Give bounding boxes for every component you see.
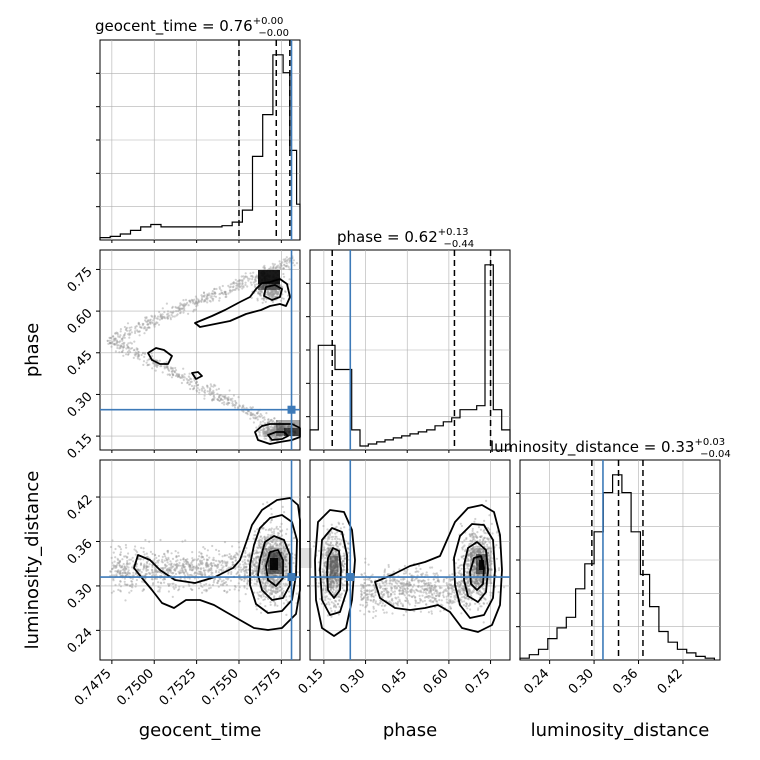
contours-distance-vs-geocent-time [133,497,301,631]
histogram-luminosity_distance [519,474,715,660]
contour-mid-left [147,347,173,365]
y-tick-label-phase: 0.15 [65,431,96,462]
contour-left-mid [319,527,348,616]
contour-inner-lower [267,431,289,441]
x-tick-label-phase: 0.15 [296,666,327,697]
contours-distance-vs-phase [314,504,503,637]
x-tick-label-phase: 0.75 [462,666,493,697]
contour-mid-small [191,371,203,380]
contour-left-inner [326,547,342,599]
samples-layer [106,255,506,624]
histogram-phase [309,264,511,450]
y-tick-label-phase: 0.75 [65,264,96,295]
title-luminosity-distance: luminosity_distance = 0.33+0.03 −0.04 [490,437,731,460]
y-tick-label-luminosity_distance: 0.24 [65,625,96,656]
x-tick-label-phase: 0.60 [421,666,452,697]
x-tick-label-luminosity_distance: 0.36 [610,666,641,697]
contour-mid [249,514,298,614]
x-axis-label-luminosity-distance: luminosity_distance [531,720,710,741]
title-phase: phase = 0.62+0.13 −0.44 [337,227,474,250]
y-tick-label-luminosity_distance: 0.30 [65,581,96,612]
histograms-layer [99,54,715,660]
contour-left-outer [314,509,356,637]
ticks-layer: 0.7475 0.7500 0.7525 0.7550 0.7575 0.15 0.30 0.… [65,72,686,709]
x-tick-label-luminosity_distance: 0.24 [521,666,552,697]
truth-marker [346,573,355,582]
contour-outer [133,497,301,631]
y-tick-label-phase: 0.45 [65,348,96,379]
x-tick-label-phase: 0.30 [337,666,368,697]
title-geocent-time: geocent_time = 0.76+0.00 −0.00 [95,16,289,39]
contour-right-core [469,555,485,591]
contour-right-inner [463,541,489,603]
y-tick-label-luminosity_distance: 0.36 [65,537,96,568]
x-tick-label-geocent_time: 0.7550 [199,666,242,709]
contour-right-outer [374,504,503,633]
contour-outer-upper [194,278,291,328]
contour-core [265,549,284,587]
x-axis-label-phase: phase [383,720,437,741]
panel-phase-vs-geocent-time [99,249,301,451]
y-axis-label-luminosity-distance: luminosity_distance [22,471,43,650]
contour-inner [257,535,291,601]
truth-marker [287,573,296,582]
x-tick-label-geocent_time: 0.7525 [157,666,200,709]
contour-right-mid [453,523,496,619]
x-tick-label-luminosity_distance: 0.30 [566,666,597,697]
y-axis-label-phase: phase [22,323,43,377]
truth-marker [287,405,296,414]
y-tick-label-phase: 0.60 [65,306,96,337]
density-layer [258,270,492,588]
panel-distance-vs-phase [309,459,511,661]
y-tick-label-phase: 0.30 [65,389,96,420]
x-tick-label-geocent_time: 0.7575 [241,666,284,709]
x-tick-label-luminosity_distance: 0.42 [655,666,686,697]
x-tick-label-geocent_time: 0.7475 [72,666,115,709]
x-tick-label-phase: 0.45 [379,666,410,697]
x-axis-label-geocent-time: geocent_time [139,720,262,741]
contours-phase-vs-geocent-time [147,278,301,445]
truth-lines-layer [100,40,604,660]
y-tick-label-luminosity_distance: 0.42 [65,492,96,523]
histogram-geocent_time [99,54,301,240]
contour-lower [254,423,301,445]
quantile-lines-layer [238,40,644,660]
contour-inner-upper [263,284,283,301]
x-tick-label-geocent_time: 0.7500 [114,666,157,709]
